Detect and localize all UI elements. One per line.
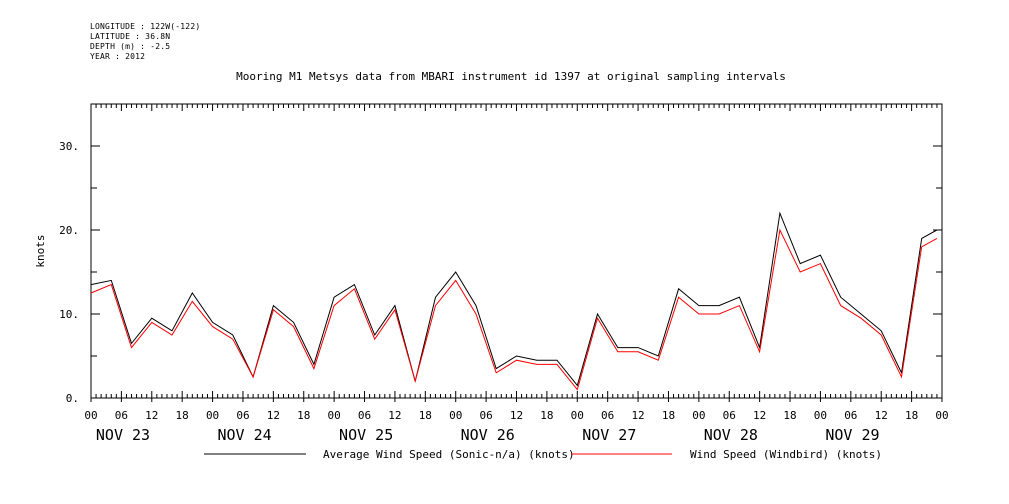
x-hour-tick-label: 12: [631, 409, 644, 422]
x-day-label: NOV 26: [461, 426, 515, 444]
x-hour-tick-label: 06: [236, 409, 249, 422]
longitude-text: LONGITUDE : 122W(-122): [90, 22, 201, 31]
x-hour-tick-label: 06: [115, 409, 128, 422]
x-day-label: NOV 25: [339, 426, 393, 444]
x-hour-tick-label: 12: [875, 409, 888, 422]
x-hour-tick-label: 06: [358, 409, 371, 422]
x-hour-tick-label: 12: [388, 409, 401, 422]
x-hour-tick-label: 06: [479, 409, 492, 422]
year-text: YEAR : 2012: [90, 52, 146, 61]
series-line-windbird-speed: [90, 228, 938, 391]
x-hour-tick-label: 18: [905, 409, 918, 422]
x-day-label: NOV 27: [582, 426, 636, 444]
x-hour-tick-label: 06: [723, 409, 736, 422]
x-hour-tick-label: 00: [84, 409, 97, 422]
x-day-label: NOV 24: [217, 426, 271, 444]
x-hour-tick-label: 12: [267, 409, 280, 422]
y-tick-label: 20.: [59, 224, 79, 237]
x-hour-tick-label: 00: [692, 409, 705, 422]
x-day-label: NOV 29: [825, 426, 879, 444]
chart-title: Mooring M1 Metsys data from MBARI instru…: [236, 70, 786, 83]
latitude-text: LATITUDE : 36.8N: [90, 32, 171, 41]
x-day-label: NOV 28: [704, 426, 758, 444]
x-hour-tick-label: 00: [935, 409, 948, 422]
y-axis-label: knots: [34, 234, 47, 267]
x-hour-tick-label: 00: [571, 409, 584, 422]
x-hour-tick-label: 12: [510, 409, 523, 422]
x-hour-tick-label: 18: [783, 409, 796, 422]
x-hour-tick-label: 18: [297, 409, 310, 422]
x-hour-tick-label: 00: [814, 409, 827, 422]
x-hour-tick-label: 12: [145, 409, 158, 422]
legend-label-average-wind-speed: Average Wind Speed (Sonic-n/a) (knots): [323, 448, 575, 461]
y-axis-ticks: 0. 10. 20. 30.: [59, 103, 942, 405]
x-hour-tick-label: 00: [206, 409, 219, 422]
x-hour-tick-label: 18: [540, 409, 553, 422]
y-tick-label: 30.: [59, 140, 79, 153]
plot-frame: [90, 103, 943, 399]
x-hour-tick-label: 18: [419, 409, 432, 422]
x-hour-tick-label: 00: [328, 409, 341, 422]
y-tick-label: 0.: [66, 392, 79, 405]
series-layer: [90, 211, 938, 391]
x-axis-ticks: 00 06 12 18 00 06 12 18 00 06 12 18 00 06 12 18 00 06 12 18…: [84, 104, 949, 444]
x-hour-tick-label: 06: [601, 409, 614, 422]
x-hour-tick-label: 12: [753, 409, 766, 422]
y-tick-label: 10.: [59, 308, 79, 321]
x-hour-tick-label: 18: [176, 409, 189, 422]
depth-text: DEPTH (m) : -2.5: [90, 42, 171, 51]
legend-label-windbird-speed: Wind Speed (Windbird) (knots): [690, 448, 882, 461]
x-hour-tick-label: 18: [662, 409, 675, 422]
legend: Average Wind Speed (Sonic-n/a) (knots) W…: [204, 448, 882, 461]
x-day-label: NOV 23: [96, 426, 150, 444]
x-hour-tick-label: 00: [449, 409, 462, 422]
series-line-average-wind-speed: [90, 211, 938, 387]
x-hour-tick-label: 06: [844, 409, 857, 422]
metadata-block: LONGITUDE : 122W(-122) LATITUDE : 36.8N …: [90, 22, 200, 62]
